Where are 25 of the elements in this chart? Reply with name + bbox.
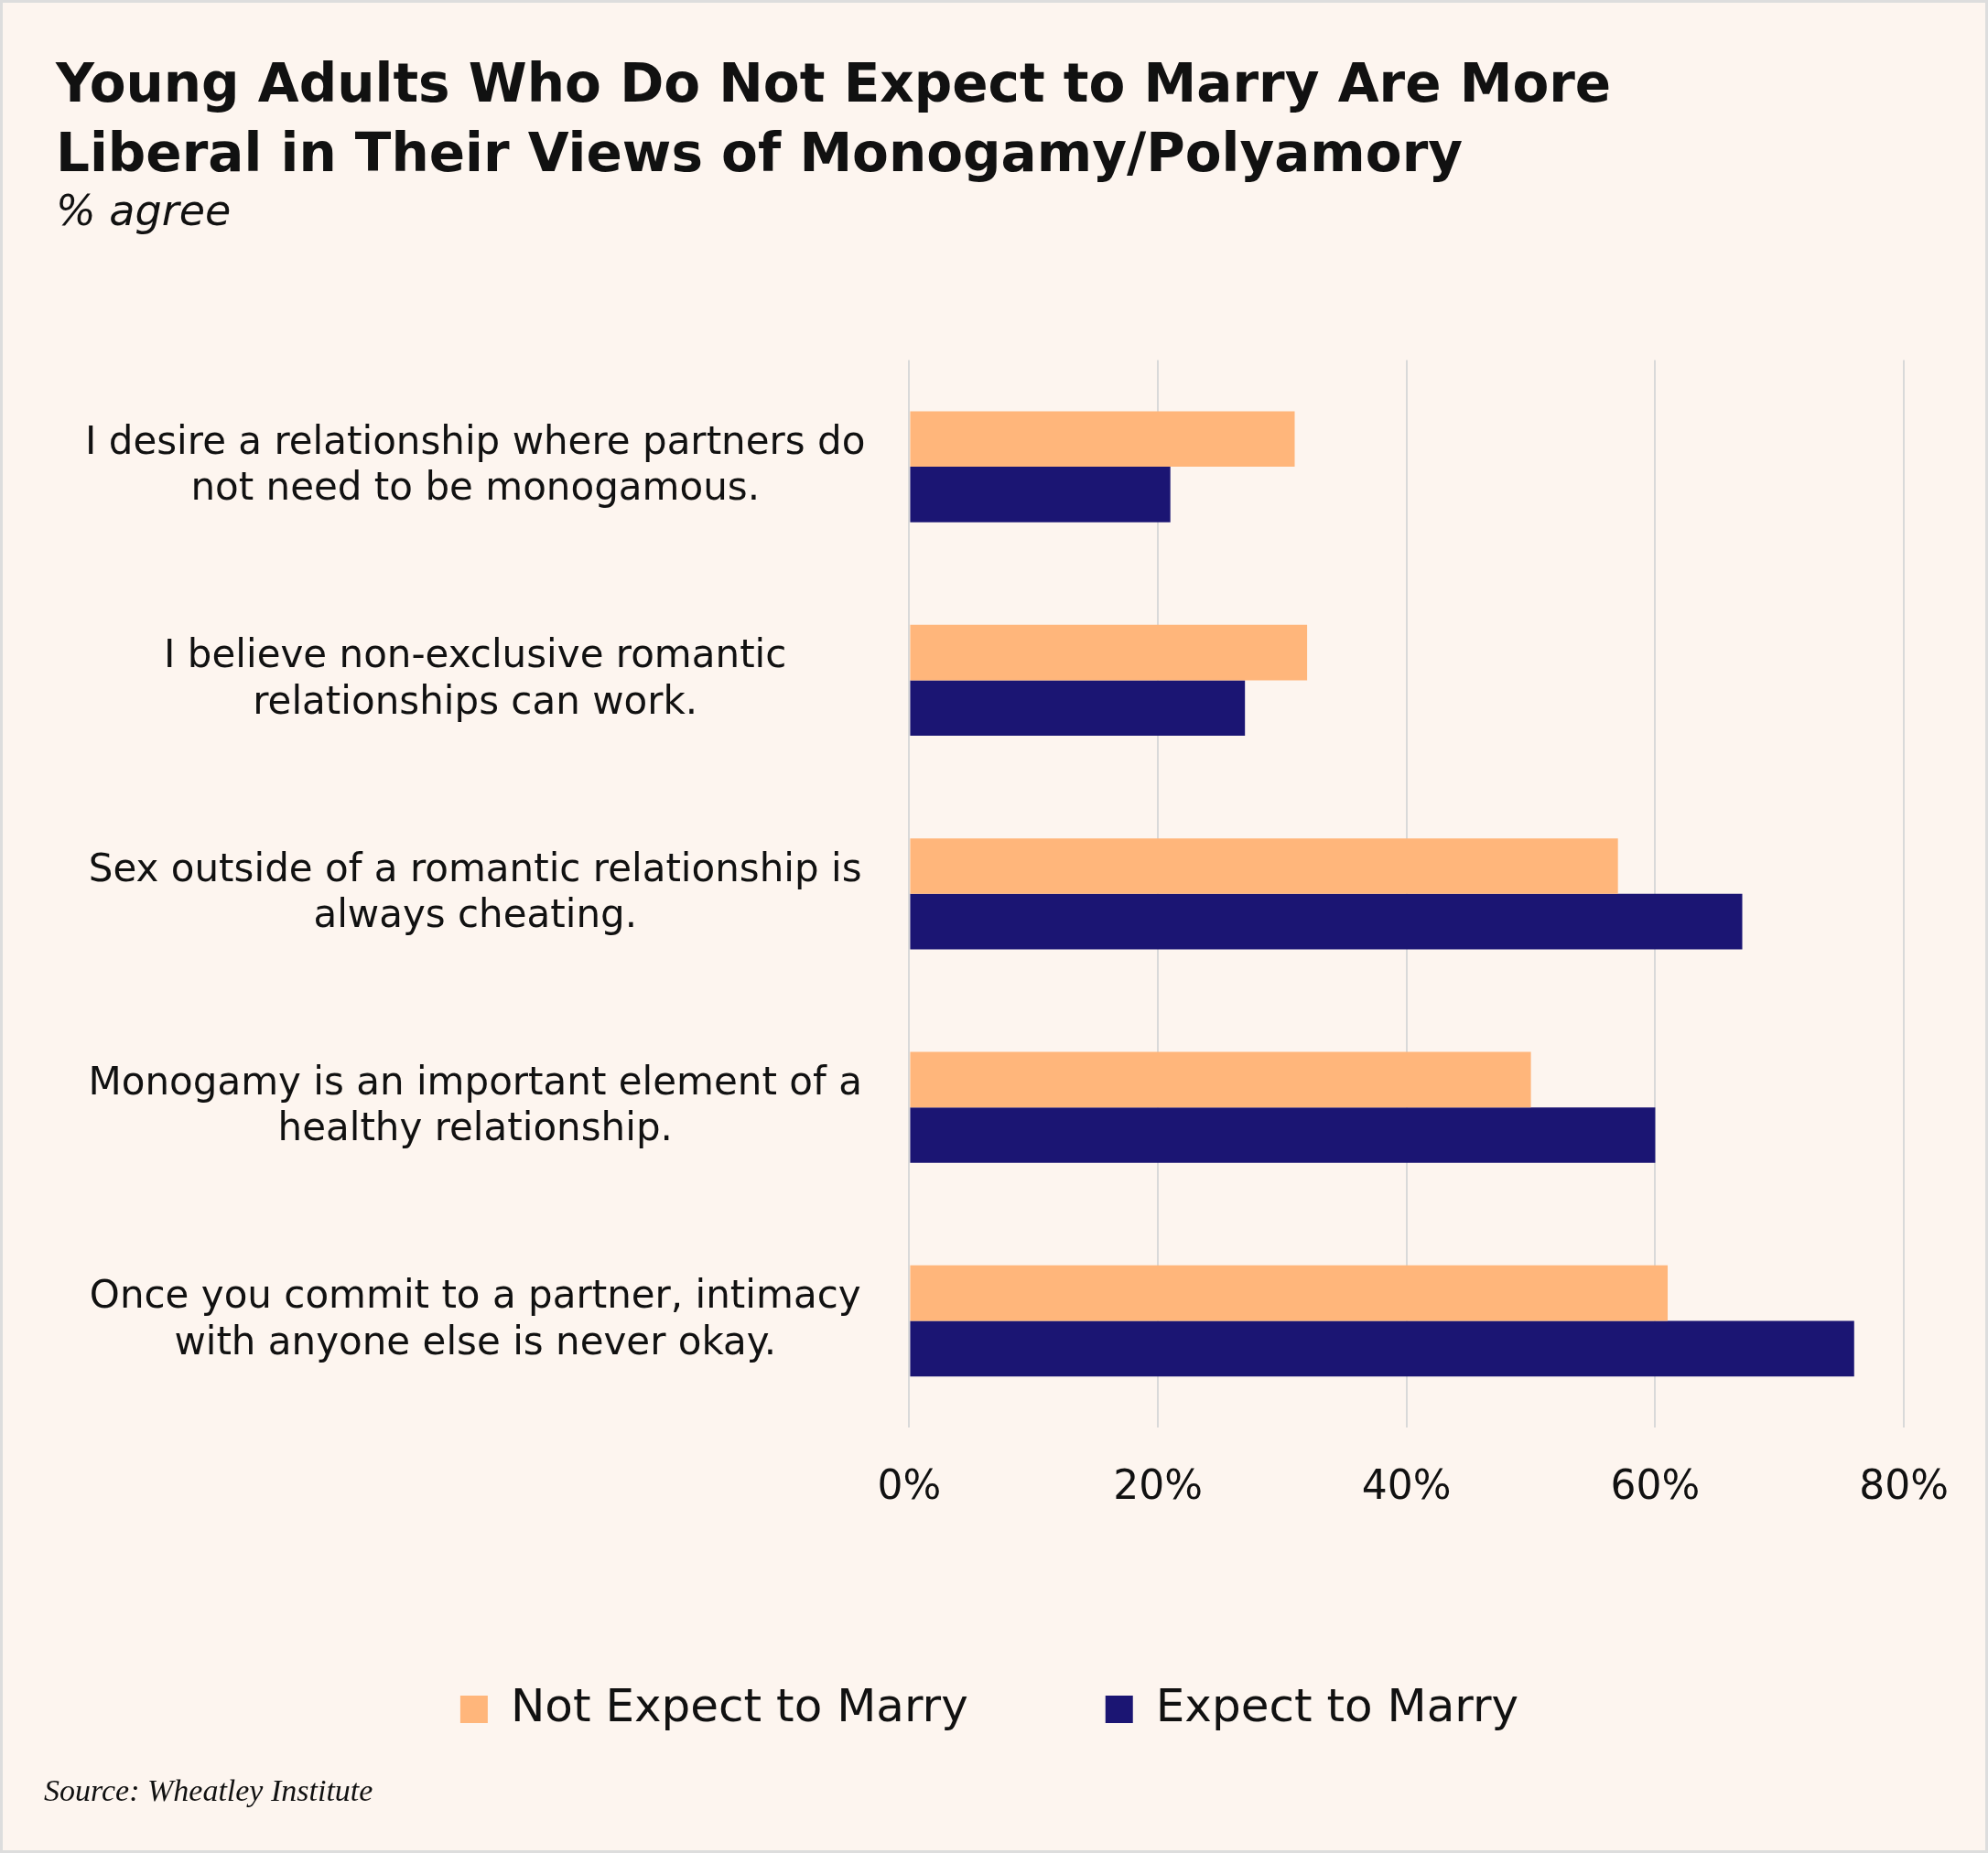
bar <box>910 838 1618 894</box>
bar <box>910 893 1743 950</box>
legend-label: Expect to Marry <box>1155 1678 1519 1732</box>
bar <box>910 411 1295 468</box>
y-tick-label: Monogamy is an important element of a healthy relationship. <box>88 1058 862 1150</box>
text: % agree <box>56 186 232 235</box>
bar <box>910 1051 1531 1108</box>
x-tick-label: 80% <box>1859 1461 1949 1509</box>
source-note: Source: Wheatley Institute <box>44 1773 373 1808</box>
x-tick-label: 0% <box>877 1461 942 1509</box>
x-tick-label: 20% <box>1113 1461 1203 1509</box>
chart-title: Young Adults Who Do Not Expect to Marry Are More Liberal in Their Views of Monogamy/Polyamory <box>56 52 1612 184</box>
bar <box>910 1265 1669 1321</box>
bar <box>910 1107 1656 1163</box>
y-tick-label: I desire a relationship where partners do not need to be monogamous. <box>85 417 866 510</box>
bar <box>910 1320 1854 1377</box>
x-tick-label: 60% <box>1610 1461 1701 1509</box>
bar <box>910 467 1171 523</box>
legend-label: Not Expect to Marry <box>510 1678 968 1732</box>
x-tick-label: 40% <box>1361 1461 1452 1509</box>
y-tick-label: Sex outside of a romantic relationship is always cheating. <box>88 845 862 936</box>
bar <box>910 624 1308 681</box>
bar <box>910 680 1246 737</box>
y-tick-label: Once you commit to a partner, intimacy with anyone else is never okay. <box>89 1272 861 1363</box>
y-tick-label: I believe non-exclusive romantic relationships can work. <box>164 631 787 723</box>
